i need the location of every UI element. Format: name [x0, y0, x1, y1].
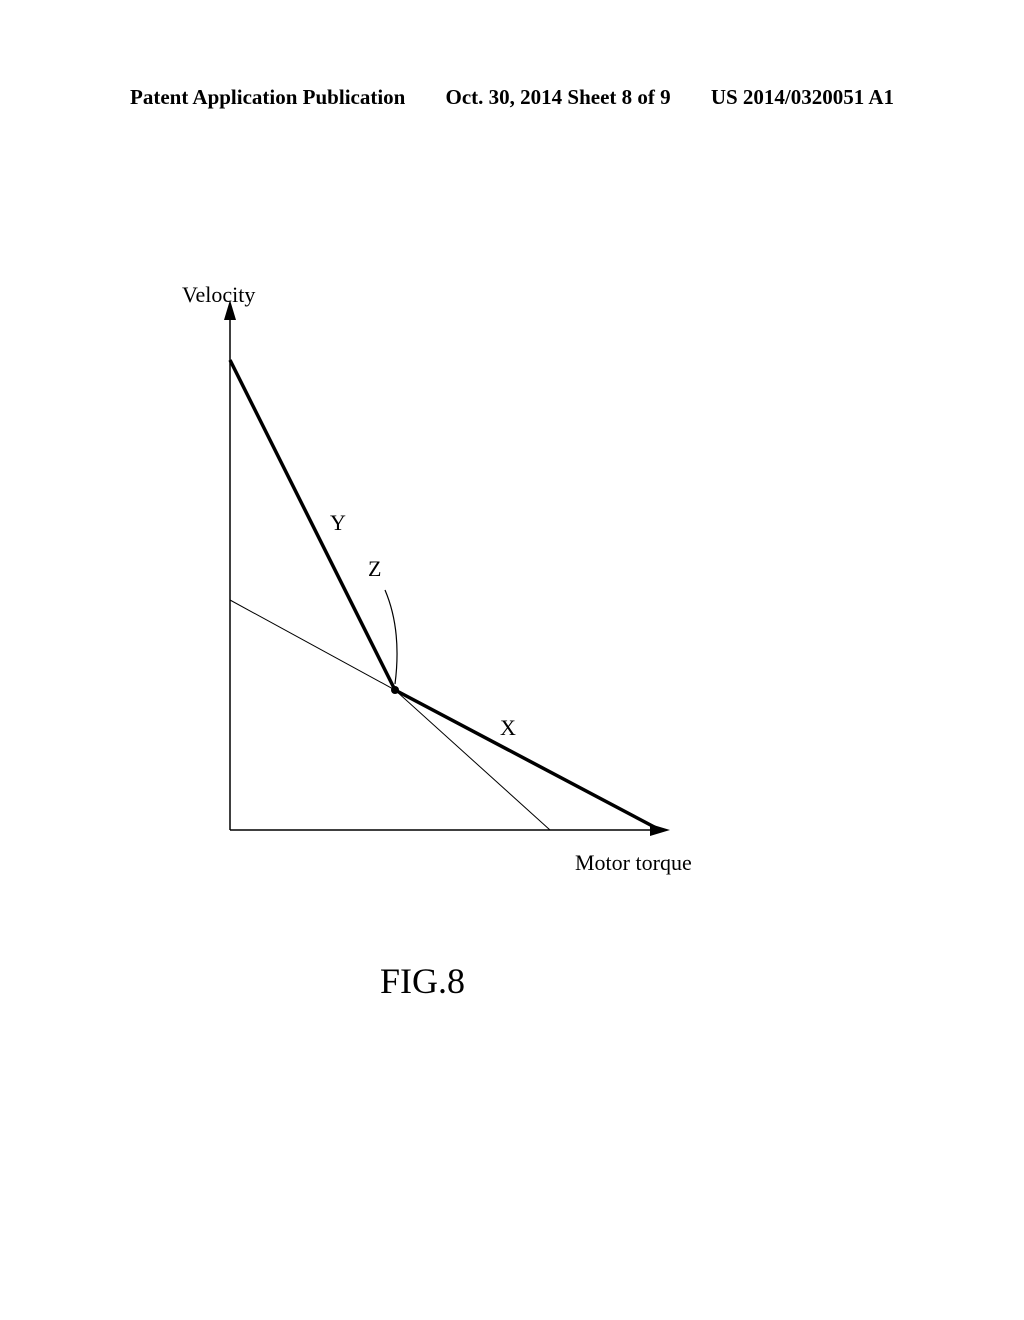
header-left: Patent Application Publication: [130, 85, 405, 110]
header-right: US 2014/0320051 A1: [711, 85, 894, 110]
figure-caption: FIG.8: [380, 960, 465, 1002]
page-header: Patent Application Publication Oct. 30, …: [0, 85, 1024, 110]
figure-8: Velocity Motor torque Y Z X: [170, 280, 710, 880]
intersection-point: [391, 686, 399, 694]
y-axis-label: Velocity: [182, 282, 255, 307]
label-z: Z: [368, 556, 381, 581]
thick-main-line: [230, 360, 660, 830]
label-y: Y: [330, 510, 346, 535]
chart-svg: Velocity Motor torque Y Z X: [170, 280, 710, 880]
x-axis-label: Motor torque: [575, 850, 692, 875]
label-x: X: [500, 715, 516, 740]
header-center: Oct. 30, 2014 Sheet 8 of 9: [446, 85, 671, 110]
